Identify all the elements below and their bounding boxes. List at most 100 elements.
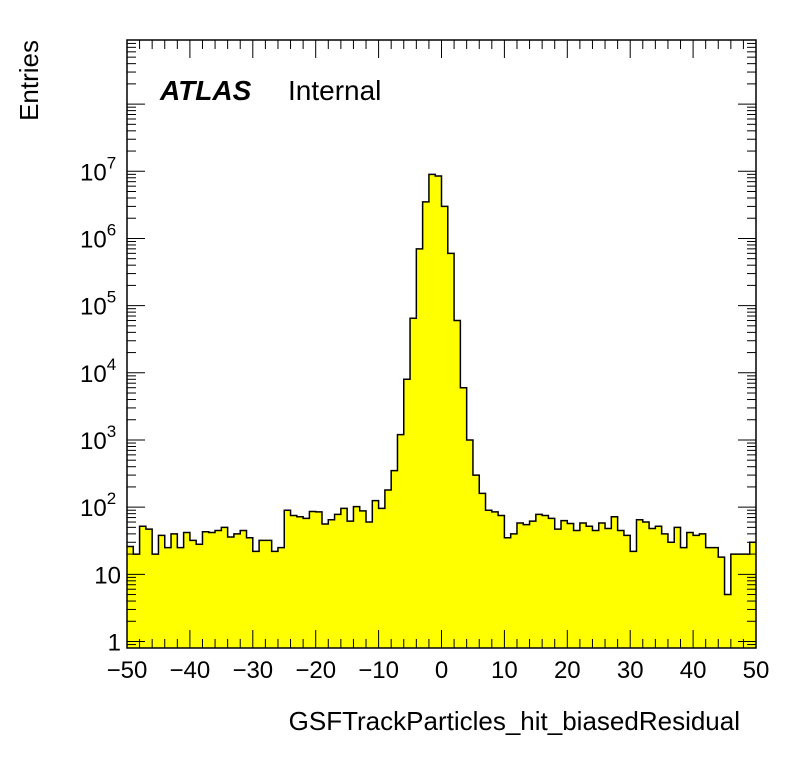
histogram-bin (416, 248, 424, 648)
histogram-bin (460, 387, 468, 648)
histogram-bin (636, 519, 644, 648)
histogram-bin (705, 547, 713, 648)
histogram-bin (378, 508, 386, 648)
histogram-bin (447, 253, 455, 648)
histogram-bin (215, 530, 222, 648)
histogram-bin (347, 521, 354, 648)
histogram-bin (441, 206, 449, 648)
histogram-bin (630, 551, 637, 648)
x-tick-label: −50 (107, 657, 148, 684)
histogram-bin (730, 554, 738, 648)
y-tick-label: 1 (108, 629, 121, 656)
histogram-bin (573, 530, 581, 648)
histogram-bin (428, 174, 436, 648)
histogram-bin (737, 554, 744, 648)
histogram-bin (567, 523, 574, 648)
histogram-bin (718, 557, 725, 648)
y-tick-label: 102 (80, 489, 116, 522)
histogram-bin (711, 547, 719, 648)
histogram-bin (592, 530, 600, 648)
histogram-bin (504, 537, 512, 648)
histogram-bin (498, 515, 505, 648)
histogram-bin (158, 535, 166, 648)
y-tick-label: 104 (80, 355, 116, 388)
histogram-bin (699, 533, 707, 648)
histogram-bin (403, 379, 411, 648)
y-tick-labels: 1 10 102 103 104 105 106 107 (80, 153, 121, 656)
histogram-bin (523, 524, 530, 648)
y-axis-title: Entries (14, 40, 44, 121)
histogram-bin (743, 554, 751, 648)
histogram-bin (554, 529, 562, 648)
histogram-bin (340, 508, 348, 648)
histogram-bin (164, 547, 172, 648)
histogram-bin (655, 526, 663, 648)
histogram-bin (353, 506, 361, 648)
histogram-bin (617, 530, 625, 648)
histogram-bin (208, 532, 216, 648)
histogram-bin (183, 532, 191, 648)
atlas-internal-label: Internal (288, 75, 381, 106)
histogram-bin (284, 510, 291, 648)
x-tick-label: 50 (743, 657, 770, 684)
histogram-bin (321, 524, 329, 648)
x-tick-label: −40 (170, 657, 211, 684)
histogram-bin (252, 551, 260, 648)
histogram-bin (623, 535, 631, 648)
x-axis-title: GSFTrackParticles_hit_biasedResidual (289, 706, 740, 736)
histogram-bin (548, 518, 556, 648)
x-tick-label: −20 (295, 657, 336, 684)
histogram-bin (240, 530, 247, 648)
y-tick-label: 107 (80, 153, 116, 186)
histogram-bin (749, 542, 757, 648)
x-tick-label: −10 (358, 657, 399, 684)
histogram-bin (479, 493, 486, 648)
histogram-bin (384, 489, 392, 648)
histogram-bin (529, 521, 537, 648)
histogram-bin (605, 528, 612, 648)
histogram-bin (561, 520, 568, 648)
histogram-bin (586, 526, 593, 648)
histogram-bin (435, 176, 442, 649)
histogram-bin (454, 320, 461, 648)
histogram-bin (145, 529, 153, 648)
histogram-bin (579, 523, 587, 648)
histogram-bin (693, 535, 700, 648)
histogram-bin (127, 546, 134, 648)
histogram-bars (127, 174, 757, 649)
histogram-bin (277, 547, 285, 648)
histogram-bin (202, 531, 210, 648)
histogram-bin (611, 516, 619, 648)
histogram-bin (246, 537, 254, 648)
x-tick-label: 20 (554, 657, 581, 684)
histogram-bin (290, 515, 298, 648)
histogram-bin (359, 510, 367, 648)
x-tick-label: −30 (232, 657, 273, 684)
histogram-bin (649, 528, 656, 648)
histogram-bin (334, 514, 342, 648)
histogram-bin (686, 532, 694, 648)
histogram-bin (485, 510, 493, 648)
histogram-bin (724, 594, 732, 648)
x-tick-label: 0 (435, 657, 448, 684)
histogram-bin (680, 547, 688, 648)
histogram-bin (177, 547, 185, 648)
histogram-bin (265, 540, 273, 648)
plot-frame (126, 39, 757, 649)
y-tick-label: 105 (80, 288, 116, 321)
histogram-bin (466, 439, 474, 648)
histogram-bin (303, 518, 310, 648)
histogram-bin (491, 511, 499, 648)
histogram-bin (259, 540, 266, 648)
histogram-bin (510, 533, 518, 648)
histogram-bin (171, 533, 178, 648)
y-tick-label: 106 (80, 220, 116, 253)
histogram-bin (328, 519, 335, 648)
histogram-bin (391, 470, 398, 648)
x-tick-label: 30 (617, 657, 644, 684)
histogram-bin (315, 511, 323, 648)
histogram-bin (674, 527, 681, 648)
histogram-bin (133, 554, 140, 648)
histogram-bin (516, 523, 524, 648)
